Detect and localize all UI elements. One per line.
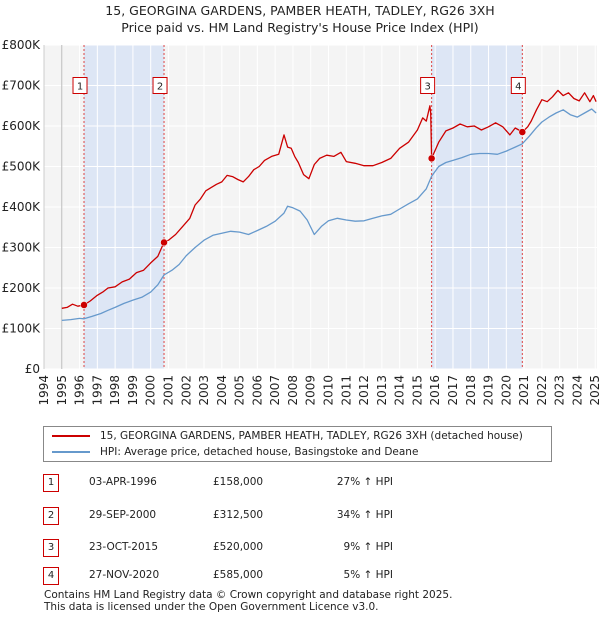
x-tick-label: 2011 [339, 375, 353, 406]
y-tick-label: £200K [2, 281, 42, 295]
sale-label-number: 4 [515, 82, 521, 93]
transaction-row: 3 23-OCT-2015 £520,000 9% ↑ HPI [43, 539, 463, 557]
transaction-hpi: 34% ↑ HPI [336, 509, 393, 521]
x-tick-label: 2020 [499, 375, 513, 406]
x-tick-label: 2023 [553, 375, 567, 406]
x-tick-label: 1998 [108, 375, 122, 406]
legend-item-property: 15, GEORGINA GARDENS, PAMBER HEATH, TADL… [52, 428, 523, 444]
x-tick-label: 2014 [393, 375, 407, 406]
x-tick-label: 2019 [482, 375, 496, 406]
y-tick-label: £0 [25, 362, 40, 376]
sale-label-box [152, 77, 168, 94]
y-tick-label: £700K [2, 79, 42, 93]
y-tick-label: £500K [2, 160, 42, 174]
transaction-hpi: 27% ↑ HPI [336, 476, 393, 488]
transaction-price: £312,500 [213, 509, 264, 521]
transaction-date: 23-OCT-2015 [89, 541, 158, 553]
x-tick-label: 2009 [304, 375, 318, 406]
chart-subtitle: Price paid vs. HM Land Registry's House … [121, 20, 479, 35]
price-chart: £0 £100K £200K £300K £400K £500K £600K £700K £80… [2, 38, 600, 406]
y-tick-label: £400K [2, 200, 42, 214]
legend-item-hpi: HPI: Average price, detached house, Basi… [52, 444, 418, 460]
legend-swatch-property [52, 435, 90, 437]
sale-point [160, 238, 168, 247]
chart-title: 15, GEORGINA GARDENS, PAMBER HEATH, TADL… [105, 3, 495, 18]
sale-point [518, 128, 527, 136]
transaction-date: 03-APR-1996 [89, 476, 157, 488]
transaction-row: 4 27-NOV-2020 £585,000 5% ↑ HPI [43, 567, 463, 585]
x-tick-label: 2021 [517, 375, 531, 406]
x-tick-label: 2022 [535, 375, 549, 406]
transaction-row: 1 03-APR-1996 £158,000 27% ↑ HPI [43, 474, 463, 492]
transaction-price: £520,000 [213, 541, 264, 553]
x-tick-label: 2007 [268, 375, 282, 406]
x-tick-label: 1996 [73, 375, 87, 406]
transaction-number: 4 [43, 567, 59, 585]
y-tick-label: £100K [2, 322, 42, 336]
x-tick-label: 1997 [90, 375, 104, 406]
transaction-date: 29-SEP-2000 [89, 509, 157, 521]
hpi-line [61, 108, 597, 322]
y-tick-label: £800K [2, 38, 42, 52]
x-tick-label: 2024 [570, 375, 584, 406]
x-tick-label: 2013 [375, 375, 389, 406]
x-tick-label: 1994 [37, 375, 51, 406]
footer-licence: This data is licensed under the Open Gov… [44, 601, 379, 613]
sale-label-box [510, 77, 526, 94]
sale-label-number: 3 [424, 82, 430, 93]
transaction-hpi: 9% ↑ HPI [343, 541, 393, 553]
sale-label-number: 2 [157, 82, 163, 93]
sale-point [80, 301, 88, 309]
x-tick-label: 2025 [588, 375, 600, 406]
x-tick-label: 2005 [233, 375, 247, 406]
x-tick-label: 1999 [126, 375, 140, 406]
legend-label-hpi: HPI: Average price, detached house, Basi… [100, 446, 419, 458]
transaction-price: £158,000 [213, 476, 264, 488]
x-tick-label: 2016 [428, 375, 442, 406]
x-tick-label: 2002 [179, 375, 193, 406]
x-tick-label: 2004 [215, 375, 229, 406]
x-tick-label: 2000 [144, 375, 158, 406]
x-tick-label: 2018 [464, 375, 478, 406]
sale-label-box [420, 77, 436, 94]
sale-label-box [72, 77, 88, 94]
transaction-price: £585,000 [213, 569, 264, 581]
footer-copyright: Contains HM Land Registry data © Crown c… [44, 589, 453, 601]
transaction-date: 27-NOV-2020 [89, 569, 160, 581]
sale-point [427, 154, 436, 163]
legend: 15, GEORGINA GARDENS, PAMBER HEATH, TADL… [43, 426, 552, 462]
y-tick-label: £600K [2, 119, 42, 133]
x-tick-label: 1995 [55, 375, 69, 406]
legend-swatch-hpi [52, 451, 90, 453]
y-tick-label: £300K [2, 241, 42, 255]
x-tick-label: 2001 [161, 375, 175, 406]
x-tick-label: 2003 [197, 375, 211, 406]
x-tick-label: 2017 [446, 375, 460, 406]
transaction-hpi: 5% ↑ HPI [343, 569, 393, 581]
transaction-number: 2 [43, 507, 59, 525]
transaction-number: 1 [43, 474, 59, 492]
sale-label-number: 1 [77, 82, 83, 93]
legend-label-property: 15, GEORGINA GARDENS, PAMBER HEATH, TADL… [100, 430, 523, 442]
x-tick-label: 2012 [357, 375, 371, 406]
transaction-row: 2 29-SEP-2000 £312,500 34% ↑ HPI [43, 507, 463, 525]
x-tick-label: 2015 [410, 375, 424, 406]
x-tick-label: 2008 [286, 375, 300, 406]
x-tick-label: 2010 [322, 375, 336, 406]
x-tick-label: 2006 [250, 375, 264, 406]
transaction-number: 3 [43, 539, 59, 557]
